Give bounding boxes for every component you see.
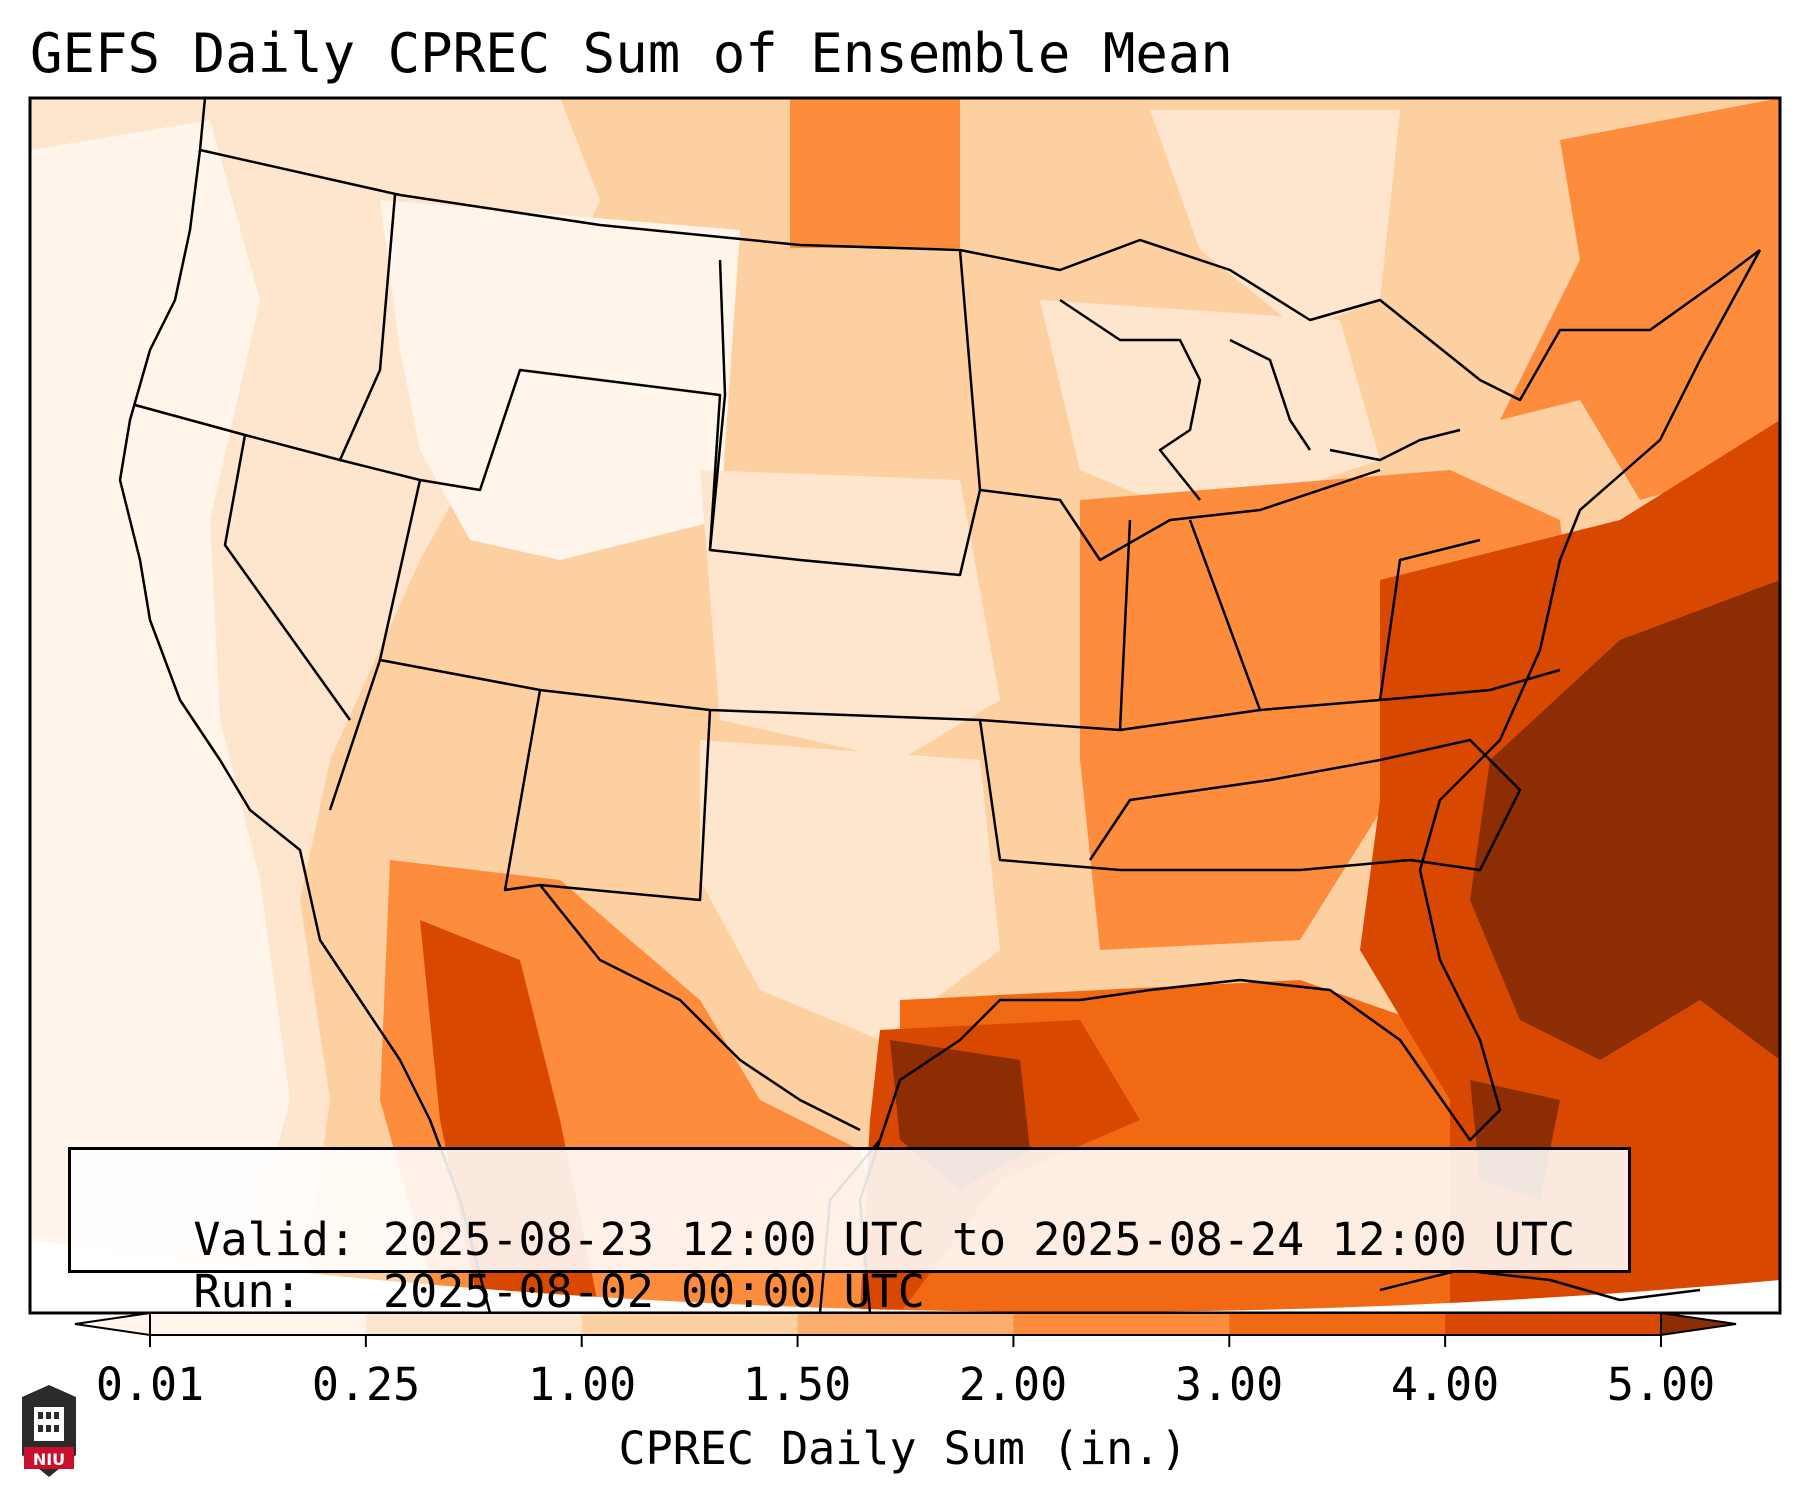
- coastline-east: [858, 249, 1762, 1313]
- cuba-outline: [1379, 1268, 1701, 1302]
- valid-info-box: Valid: 2025-08-23 12:00 UTC to 2025-08-2…: [68, 1147, 1631, 1318]
- colorbar-tick-label: 5.00: [1606, 1358, 1716, 1411]
- colorbar-segment: [365, 1313, 583, 1335]
- precip-region-northern-plains: [790, 98, 960, 248]
- colorbar-tick-label: 3.00: [1174, 1358, 1284, 1411]
- colorbar-tick-label: 1.50: [742, 1358, 852, 1411]
- valid-label: Valid:: [193, 1213, 356, 1266]
- precip-region-light-texas: [700, 740, 1000, 1040]
- precip-region-atlantic-max: [1470, 580, 1780, 1060]
- coastline-west: [118, 98, 492, 1313]
- precip-region-light-interior: [380, 200, 740, 560]
- colorbar-tick-label: 0.25: [311, 1358, 421, 1411]
- run-time: 2025-08-02 00:00 UTC: [383, 1265, 925, 1318]
- precip-region-light-plains: [700, 470, 1000, 760]
- map-title: GEFS Daily CPREC Sum of Ensemble Mean: [30, 22, 1233, 85]
- great-lakes: [1059, 298, 1461, 501]
- colorbar-segment: [1013, 1313, 1230, 1335]
- colorbar-segment: [150, 1313, 367, 1335]
- niu-logo: NIU: [22, 1385, 76, 1477]
- colorbar-label: CPREC Daily Sum (in.): [618, 1422, 1188, 1475]
- colorbar-segment: [581, 1313, 799, 1335]
- colorbar-tick-label: 2.00: [958, 1358, 1068, 1411]
- colorbar-segment: [797, 1313, 1014, 1335]
- precip-region-light-lakes: [1040, 300, 1380, 520]
- canada-us-border: [199, 148, 1761, 402]
- precip-region-northeast: [1500, 98, 1780, 500]
- logo-banner: [24, 1447, 74, 1469]
- colorbar-extend-max: [1660, 1311, 1737, 1337]
- state-borders-central: [328, 259, 1411, 902]
- colorbar-tick-label: 0.01: [95, 1358, 205, 1411]
- precip-region-light-north: [1150, 110, 1400, 330]
- run-label: Run:: [193, 1265, 302, 1318]
- colorbar-tick-label: 4.00: [1390, 1358, 1500, 1411]
- colorbar-extend-min: [74, 1311, 151, 1337]
- colorbar-segment: [1229, 1313, 1446, 1335]
- colorbar-tick-label: 1.00: [527, 1358, 637, 1411]
- map-dome-edge: [30, 1240, 1780, 1313]
- precip-region-driest: [30, 120, 290, 1250]
- colorbar-segment: [1445, 1313, 1662, 1335]
- valid-range: 2025-08-23 12:00 UTC to 2025-08-24 12:00…: [383, 1213, 1576, 1266]
- logo-text: NIU: [33, 1450, 65, 1469]
- state-borders-east: [958, 249, 1561, 872]
- state-borders-west: [134, 194, 1381, 721]
- colorbar-frame: [149, 1312, 1662, 1336]
